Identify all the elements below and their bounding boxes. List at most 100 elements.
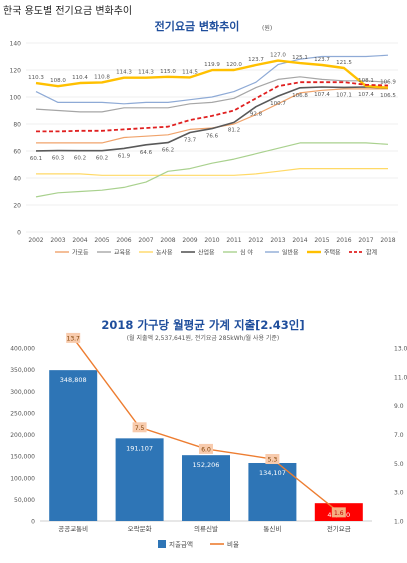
y2-tick-label: 11.0 xyxy=(394,374,407,381)
y2-tick-label: 5.0 xyxy=(394,461,404,468)
data-label-industrial: 61.9 xyxy=(118,153,131,159)
legend-label: 비율 xyxy=(227,540,239,549)
x-category-label: 전기요금 xyxy=(327,524,351,533)
ratio-value-label: 13.7 xyxy=(67,335,81,342)
data-label-industrial: 107.4 xyxy=(314,92,330,98)
data-label-industrial: 60.3 xyxy=(52,156,65,162)
y2-tick-label: 9.0 xyxy=(394,403,404,410)
x-tick-label: 2009 xyxy=(182,237,197,244)
y-tick-label: 20 xyxy=(13,203,21,210)
x-category-label: 의류신발 xyxy=(194,524,218,533)
legend-label: 일반용 xyxy=(282,249,299,257)
x-tick-label: 2018 xyxy=(380,237,395,244)
series-line-교육용 xyxy=(35,76,389,113)
ratio-value-label: 7.5 xyxy=(135,425,145,432)
x-tick-label: 2015 xyxy=(314,237,329,244)
ratio-label-box xyxy=(132,422,147,433)
bar-value-label: 152,206 xyxy=(193,461,220,469)
bar-0 xyxy=(49,370,98,521)
series-line-합계 xyxy=(36,81,389,133)
chart-title: 2018 가구당 월평균 가계 지출[2.43인] xyxy=(101,318,304,332)
data-label-industrial: 73.7 xyxy=(184,138,197,144)
x-tick-label: 2002 xyxy=(28,237,43,244)
series-line-주택용 xyxy=(35,59,389,89)
y2-tick-label: 1.0 xyxy=(394,519,404,526)
y-tick-label: 350,000 xyxy=(10,367,35,374)
y-tick-label: 200,000 xyxy=(10,432,35,439)
y-tick-label: 120 xyxy=(10,68,22,75)
y-tick-label: 50,000 xyxy=(14,497,35,504)
bar-value-label: 348,808 xyxy=(60,376,87,384)
x-category-label: 공공교통비 xyxy=(58,524,88,533)
bar-chart-household-spending: 2018 가구당 월평균 가계 지출[2.43인] (월 지출액 2,537,64… xyxy=(10,318,407,549)
y-tick-label: 80 xyxy=(13,122,21,129)
y-tick-label: 400,000 xyxy=(10,346,35,353)
chart-title: 전기요금 변화추이 xyxy=(155,19,240,33)
data-label-industrial: 107.1 xyxy=(336,92,352,98)
y-tick-label: 100 xyxy=(10,95,22,102)
data-label-residential: 114.3 xyxy=(116,70,132,76)
y-tick-label: 250,000 xyxy=(10,410,35,417)
x-tick-label: 2010 xyxy=(204,237,219,244)
data-label-residential: 106.9 xyxy=(380,80,396,86)
data-label-industrial: 106.5 xyxy=(380,93,396,99)
data-label-industrial: 92.8 xyxy=(250,112,263,118)
y-tick-label: 40 xyxy=(13,176,21,183)
y-tick-label: 60 xyxy=(13,149,21,156)
x-tick-label: 2005 xyxy=(94,237,109,244)
legend-label: 산업용 xyxy=(198,249,215,257)
y-tick-label: 0 xyxy=(31,519,35,526)
x-category-label: 통신비 xyxy=(263,524,281,533)
data-label-industrial: 100.7 xyxy=(270,101,286,107)
chart-title-unit: (원) xyxy=(262,24,272,32)
data-label-industrial: 60.2 xyxy=(96,156,108,162)
data-label-industrial: 76.6 xyxy=(206,134,219,140)
legend-label: 심 야 xyxy=(240,249,253,257)
y-tick-label: 140 xyxy=(10,41,22,48)
legend-label: 농사용 xyxy=(156,249,173,257)
bar-value-label: 134,107 xyxy=(259,469,286,477)
legend-label: 가로등 xyxy=(72,249,89,257)
x-tick-label: 2016 xyxy=(336,237,351,244)
ratio-label-box xyxy=(265,454,280,465)
data-label-residential: 123.7 xyxy=(314,57,330,63)
bar-1 xyxy=(115,438,164,521)
y-tick-label: 300,000 xyxy=(10,389,35,396)
ratio-value-label: 1.6 xyxy=(334,510,344,517)
x-category-label: 오락문화 xyxy=(128,525,152,533)
data-label-residential: 110.3 xyxy=(28,75,44,81)
data-label-industrial: 66.2 xyxy=(162,148,174,154)
ratio-label-box xyxy=(199,443,213,454)
legend-label: 합계 xyxy=(366,249,377,257)
series-line-일반용 xyxy=(35,54,389,105)
x-tick-label: 2004 xyxy=(72,237,87,244)
data-label-residential: 115.0 xyxy=(160,69,176,75)
data-label-industrial: 60.1 xyxy=(30,156,42,162)
x-tick-label: 2003 xyxy=(50,237,65,244)
x-tick-label: 2013 xyxy=(270,237,285,244)
ratio-value-label: 6.0 xyxy=(201,446,211,453)
data-label-residential: 110.8 xyxy=(94,74,110,80)
ratio-value-label: 5.3 xyxy=(268,457,278,464)
data-label-industrial: 60.2 xyxy=(74,156,86,162)
data-label-residential: 114.5 xyxy=(182,69,198,75)
series-line-농사용 xyxy=(36,168,388,176)
legend-label: 주택용 xyxy=(324,250,341,257)
data-label-industrial: 107.4 xyxy=(358,92,374,98)
data-label-industrial: 64.6 xyxy=(140,150,153,156)
data-label-residential: 121.5 xyxy=(336,60,352,66)
data-label-residential: 120.0 xyxy=(226,62,242,68)
x-tick-label: 2007 xyxy=(138,237,153,244)
data-label-residential: 114.3 xyxy=(138,70,154,76)
y2-tick-label: 13.0 xyxy=(394,346,407,353)
data-label-residential: 125.1 xyxy=(292,55,308,61)
data-label-industrial: 106.8 xyxy=(292,93,308,99)
data-label-residential: 119.9 xyxy=(204,62,220,68)
data-label-residential: 108.1 xyxy=(358,78,374,84)
chart-subtitle: (월 지출액 2,537,641원, 전기요금 285kWh/월 사용 기준) xyxy=(127,334,280,342)
data-label-residential: 127.0 xyxy=(270,53,286,59)
y-tick-label: 0 xyxy=(17,230,21,237)
data-label-residential: 123.7 xyxy=(248,57,264,63)
data-label-industrial: 81.2 xyxy=(228,127,240,133)
bar-value-label: 191,107 xyxy=(126,444,153,452)
